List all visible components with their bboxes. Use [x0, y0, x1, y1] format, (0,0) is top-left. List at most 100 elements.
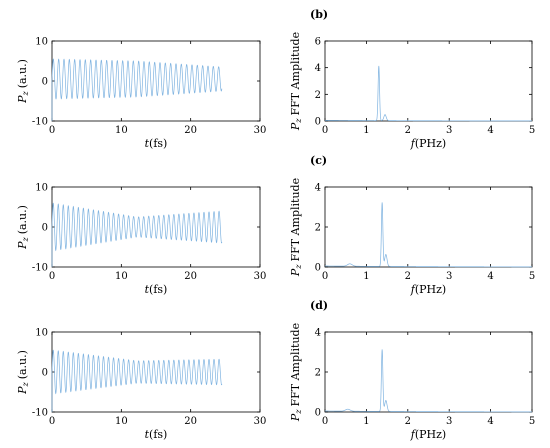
y-axis-subscript: z — [21, 91, 30, 97]
y-axis-variable: P — [16, 241, 29, 250]
y-axis-subscript: z — [294, 118, 303, 124]
y-tick-label: 2 — [315, 223, 321, 234]
x-axis-label: t(fs) — [145, 428, 168, 441]
y-axis-label: Pz (a.u.) — [16, 350, 30, 395]
x-tick-label: 0 — [49, 271, 55, 282]
x-tick-label: 5 — [529, 416, 535, 427]
series-line — [325, 65, 532, 122]
axes-frame — [51, 331, 261, 413]
x-tick-label: 3 — [446, 125, 452, 136]
plot-panel-4: 0 1 2 3 4 5 0 2 4 f(PHz) Pz FFT Amplitude (c) — [289, 154, 535, 296]
axes-frame — [324, 186, 533, 268]
x-tick-label: 5 — [529, 271, 535, 282]
y-tick-label: 10 — [35, 183, 48, 194]
x-axis-unit: (PHz) — [415, 428, 446, 441]
x-tick-label: 10 — [115, 271, 128, 282]
x-tick-label: 2 — [405, 271, 411, 282]
axes-frame — [324, 40, 533, 122]
x-tick-label: 10 — [115, 416, 128, 427]
x-axis-unit: (fs) — [149, 428, 167, 441]
y-tick-label: 0 — [315, 117, 321, 128]
y-axis-text: (a.u.) — [16, 59, 29, 88]
x-axis-label: f(PHz) — [410, 137, 446, 150]
x-tick-label: 3 — [446, 416, 452, 427]
y-tick-label: 0 — [42, 368, 48, 379]
y-tick-label: 0 — [315, 408, 321, 419]
x-axis-variable: t — [145, 137, 150, 150]
y-tick-label: 0 — [315, 263, 321, 274]
x-axis-label: f(PHz) — [410, 283, 446, 296]
x-tick-label: 2 — [405, 125, 411, 136]
y-tick-label: 4 — [315, 328, 321, 339]
y-tick-label: 2 — [315, 368, 321, 379]
panel-label: (d) — [310, 299, 328, 312]
y-tick-label: -10 — [32, 408, 48, 419]
x-tick-label: 0 — [322, 271, 328, 282]
series-line — [51, 349, 223, 412]
y-tick-label: 0 — [42, 77, 48, 88]
axes-frame — [324, 331, 533, 413]
y-axis-label: Pz FFT Amplitude — [289, 178, 303, 277]
x-tick-label: 4 — [487, 125, 493, 136]
axes-frame — [51, 186, 261, 268]
y-tick-label: 4 — [315, 63, 321, 74]
y-axis-text: FFT Amplitude — [289, 323, 302, 407]
x-axis-variable: t — [145, 283, 150, 296]
y-axis-text: (a.u.) — [16, 350, 29, 379]
x-axis-unit: (PHz) — [415, 283, 446, 296]
plot-panel-6: 0 1 2 3 4 5 0 2 4 f(PHz) Pz FFT Amplitude (d) — [289, 299, 535, 441]
y-tick-label: 6 — [315, 37, 321, 48]
x-tick-label: 4 — [487, 416, 493, 427]
x-tick-label: 0 — [49, 125, 55, 136]
x-tick-label: 10 — [115, 125, 128, 136]
panel-label: (b) — [310, 8, 328, 21]
y-axis-text: FFT Amplitude — [289, 178, 302, 262]
panel-label: (c) — [310, 154, 327, 167]
y-axis-subscript: z — [294, 264, 303, 270]
series-line — [325, 202, 532, 268]
x-axis-unit: (fs) — [149, 283, 167, 296]
x-axis-label: f(PHz) — [410, 428, 446, 441]
y-tick-label: 4 — [315, 183, 321, 194]
x-tick-label: 1 — [363, 125, 369, 136]
y-tick-label: 10 — [35, 37, 48, 48]
x-tick-label: 30 — [254, 271, 267, 282]
y-axis-variable: P — [16, 386, 29, 395]
y-axis-variable: P — [289, 268, 302, 277]
y-axis-label: Pz (a.u.) — [16, 205, 30, 250]
y-tick-label: -10 — [32, 263, 48, 274]
x-tick-label: 20 — [184, 416, 197, 427]
x-axis-unit: (fs) — [149, 137, 167, 150]
y-axis-label: Pz (a.u.) — [16, 59, 30, 104]
x-tick-label: 20 — [184, 271, 197, 282]
y-axis-text: (a.u.) — [16, 205, 29, 234]
y-tick-label: 0 — [42, 223, 48, 234]
x-axis-variable: f — [410, 283, 417, 296]
x-tick-label: 1 — [363, 271, 369, 282]
x-tick-label: 30 — [254, 416, 267, 427]
y-axis-label: Pz FFT Amplitude — [289, 32, 303, 131]
y-axis-variable: P — [16, 95, 29, 104]
x-tick-label: 20 — [184, 125, 197, 136]
y-axis-label: Pz FFT Amplitude — [289, 323, 303, 422]
x-axis-label: t(fs) — [145, 137, 168, 150]
y-tick-label: -10 — [32, 117, 48, 128]
x-tick-label: 0 — [322, 125, 328, 136]
x-tick-label: 30 — [254, 125, 267, 136]
x-tick-label: 4 — [487, 271, 493, 282]
x-tick-label: 0 — [322, 416, 328, 427]
x-tick-label: 2 — [405, 416, 411, 427]
x-axis-label: t(fs) — [145, 283, 168, 296]
x-tick-label: 0 — [49, 416, 55, 427]
y-tick-label: 10 — [35, 328, 48, 339]
y-axis-subscript: z — [21, 382, 30, 388]
x-tick-label: 5 — [529, 125, 535, 136]
plot-panel-2: 0 1 2 3 4 5 0 2 4 6 f(PHz) Pz FFT Amplitude (b) — [289, 8, 535, 150]
y-axis-variable: P — [289, 122, 302, 131]
series-line — [51, 58, 223, 121]
y-axis-subscript: z — [21, 237, 30, 243]
